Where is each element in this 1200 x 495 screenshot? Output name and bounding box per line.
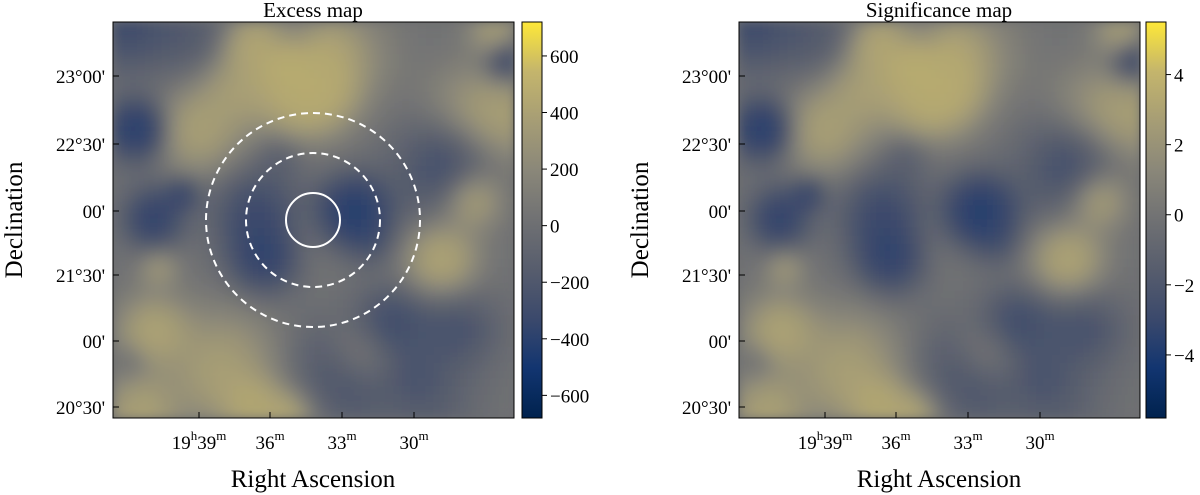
excess-map-y-tick-label: 20°30' [56,398,105,419]
significance-map-y-tick-label: 23°00' [682,67,731,88]
excess-map-y-tick-label: 00' [83,202,105,223]
significance-map-colorbar-gradient [1145,21,1167,419]
excess-map-x-tick-label: 36m [255,428,284,454]
excess-map-x-tick-label: 33m [327,428,356,454]
colorbar-tick-label: −200 [550,273,589,294]
significance-map-x-tick-label: 36m [881,428,910,454]
significance-map-frame [738,21,1141,419]
significance-map-colorbar: 4 2 0 −2 −4 [1145,21,1195,419]
colorbar-tick-label: −2 [1174,276,1194,297]
colorbar-tick-label: 2 [1174,136,1184,157]
significance-map-panel: Significance map 23°00' 22°30' 00' 21°30… [627,0,1195,493]
significance-map-y-tick-label: 20°30' [682,398,731,419]
significance-map-y-tick-label: 00' [709,202,731,223]
excess-map-y-tick-label: 23°00' [56,67,105,88]
excess-map-y-tick-label: 00' [83,332,105,353]
colorbar-tick-label: 600 [550,47,579,68]
colorbar-tick-label: −600 [550,386,589,407]
colorbar-tick-label: −4 [1174,346,1195,367]
excess-map-on-region-circle [285,192,341,248]
excess-map-overlays [205,112,421,328]
significance-map-y-axis-title: Declination [627,161,654,278]
excess-map-y-tick-label: 22°30' [56,135,105,156]
excess-map-y-axis: 23°00' 22°30' 00' 21°30' 00' 20°30' [56,67,119,419]
significance-map-y-tick-label: 21°30' [682,266,731,287]
significance-map-y-tick-label: 22°30' [682,135,731,156]
excess-map-colorbar: 600 400 200 0 −200 −400 −600 [521,21,589,419]
excess-map-panel: Excess map 23°00' 22°30' 00' 21°30' 00' … [1,0,589,493]
excess-map-exclusion-inner-circle [245,152,381,288]
excess-map-title: Excess map [263,0,363,22]
excess-map-x-tick-label: 30m [399,428,428,454]
excess-map-x-axis-title: Right Ascension [231,466,396,493]
colorbar-tick-label: 200 [550,160,579,181]
significance-map-x-tick-label: 30m [1025,428,1054,454]
excess-map-frame [112,21,515,419]
colorbar-tick-label: 0 [1174,206,1184,227]
excess-map-x-tick-label: 19h39m [172,428,227,454]
significance-map-x-axis-title: Right Ascension [857,466,1022,493]
excess-map-exclusion-outer-circle [205,112,421,328]
excess-map-x-axis: 19h39m 36m 33m 30m [172,412,429,454]
significance-map-heatmap [739,22,1140,418]
colorbar-tick-label: 400 [550,104,579,125]
significance-map-y-axis: 23°00' 22°30' 00' 21°30' 00' 20°30' [682,67,745,419]
significance-map-y-tick-label: 00' [709,332,731,353]
excess-map-heatmap [113,22,514,418]
significance-map-title: Significance map [866,0,1012,22]
significance-map-x-tick-label: 33m [953,428,982,454]
excess-map-colorbar-gradient [521,21,543,419]
significance-map-x-tick-label: 19h39m [798,428,853,454]
colorbar-tick-label: 4 [1174,66,1184,87]
colorbar-tick-label: −400 [550,330,589,351]
excess-map-y-axis-title: Declination [1,161,28,278]
excess-map-y-tick-label: 21°30' [56,266,105,287]
colorbar-tick-label: 0 [550,217,560,238]
significance-map-x-axis: 19h39m 36m 33m 30m [798,412,1055,454]
